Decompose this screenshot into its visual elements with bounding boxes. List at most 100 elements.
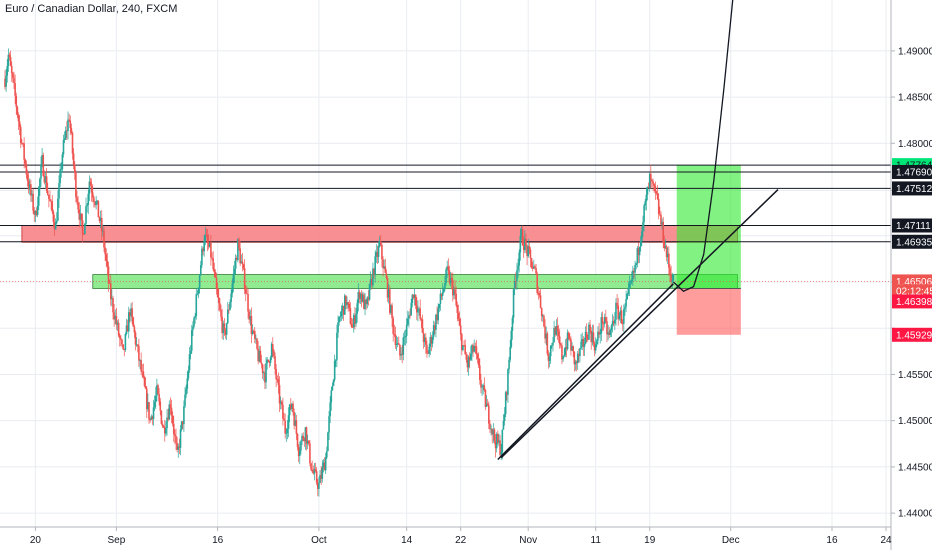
- trendline: [497, 283, 674, 461]
- candle-body: [171, 415, 174, 424]
- candle-body: [113, 312, 115, 320]
- candle-body: [639, 240, 642, 247]
- candle-body: [125, 325, 128, 334]
- candle-body: [508, 359, 510, 370]
- candle-body: [196, 293, 199, 295]
- candle-body: [385, 272, 388, 279]
- candle-body: [403, 336, 406, 338]
- candle-body: [450, 277, 453, 281]
- candle-body: [188, 354, 191, 371]
- candle-body: [286, 428, 289, 434]
- candle-body: [359, 293, 362, 299]
- candle-body: [497, 434, 499, 443]
- candle-body: [118, 335, 121, 339]
- candle-body: [24, 159, 27, 164]
- candle-body: [87, 193, 90, 205]
- candle-body: [257, 348, 259, 362]
- candle-body: [418, 308, 420, 310]
- price-label: 1.45929: [896, 330, 932, 341]
- price-label-box: [892, 218, 932, 233]
- candle-body: [300, 441, 302, 451]
- candle-body: [548, 356, 551, 361]
- candle-body: [395, 344, 398, 346]
- candle-body: [520, 229, 523, 237]
- candle-body: [572, 346, 575, 352]
- candle-body: [616, 302, 618, 306]
- candle-body: [57, 198, 59, 221]
- candle-body: [459, 325, 462, 335]
- candle-body: [197, 287, 200, 294]
- candle-body: [588, 324, 590, 340]
- candle-body: [553, 327, 555, 343]
- candle-body: [126, 325, 129, 332]
- candle-body: [284, 420, 286, 434]
- candle-body: [194, 316, 196, 318]
- candle-body: [297, 446, 300, 456]
- candle-body: [453, 289, 455, 296]
- candle-body: [656, 193, 659, 200]
- candle-body: [513, 281, 516, 290]
- candle-body: [364, 299, 366, 310]
- candle-body: [336, 332, 338, 360]
- candle-body: [158, 394, 160, 402]
- candle-body: [521, 229, 524, 246]
- candle-body: [237, 239, 239, 261]
- candle-body: [256, 338, 258, 349]
- candle-body: [668, 253, 670, 268]
- candle-body: [619, 310, 622, 316]
- candle-body: [60, 169, 63, 170]
- candle-body: [623, 309, 625, 324]
- candle-body: [304, 427, 307, 442]
- candle-body: [43, 176, 46, 183]
- candle-body: [232, 273, 235, 284]
- candle-body: [129, 312, 131, 316]
- candle-body: [350, 323, 353, 328]
- candle-body: [387, 289, 390, 298]
- candle-body: [660, 214, 662, 225]
- candle-body: [12, 73, 14, 79]
- candle-body: [28, 184, 31, 190]
- candle-body: [575, 361, 578, 364]
- candle-body: [18, 121, 21, 127]
- candle-body: [234, 257, 237, 269]
- candle-body: [650, 173, 652, 180]
- candle-body: [380, 241, 382, 245]
- candle-body: [466, 359, 469, 368]
- candle-body: [449, 277, 452, 284]
- price-tick-label: 1.44000: [898, 509, 932, 520]
- candle-body: [503, 414, 506, 421]
- candle-body: [628, 283, 631, 288]
- candle-body: [103, 230, 105, 248]
- candle-body: [663, 242, 666, 249]
- candle-body: [597, 331, 599, 341]
- candle-body: [187, 370, 190, 379]
- price-label-box: [892, 327, 932, 342]
- candle-body: [585, 331, 588, 340]
- candle-body: [644, 201, 647, 206]
- candle-body: [328, 416, 330, 433]
- candle-body: [491, 428, 493, 435]
- candle-body: [153, 402, 156, 408]
- chart-title: Euro / Canadian Dollar, 240, FXCM: [5, 3, 178, 15]
- candle-body: [419, 308, 421, 319]
- candle-body: [212, 258, 214, 270]
- candle-body: [266, 359, 268, 364]
- candle-body: [369, 279, 372, 284]
- candle-body: [97, 200, 100, 218]
- candle-body: [190, 330, 193, 351]
- candle-body: [571, 346, 573, 351]
- candle-body: [176, 443, 178, 450]
- stop-zone: [676, 288, 741, 335]
- price-label-box: [892, 294, 932, 309]
- candle-body: [226, 309, 229, 324]
- candle-body: [222, 323, 225, 334]
- time-tick-label: 14: [401, 535, 413, 546]
- candle-body: [582, 339, 585, 347]
- candle-body: [277, 379, 280, 386]
- candle-body: [147, 402, 149, 410]
- candle-body: [8, 54, 11, 58]
- candle-body: [62, 139, 65, 155]
- candle-body: [618, 315, 621, 320]
- candle-body: [555, 326, 558, 335]
